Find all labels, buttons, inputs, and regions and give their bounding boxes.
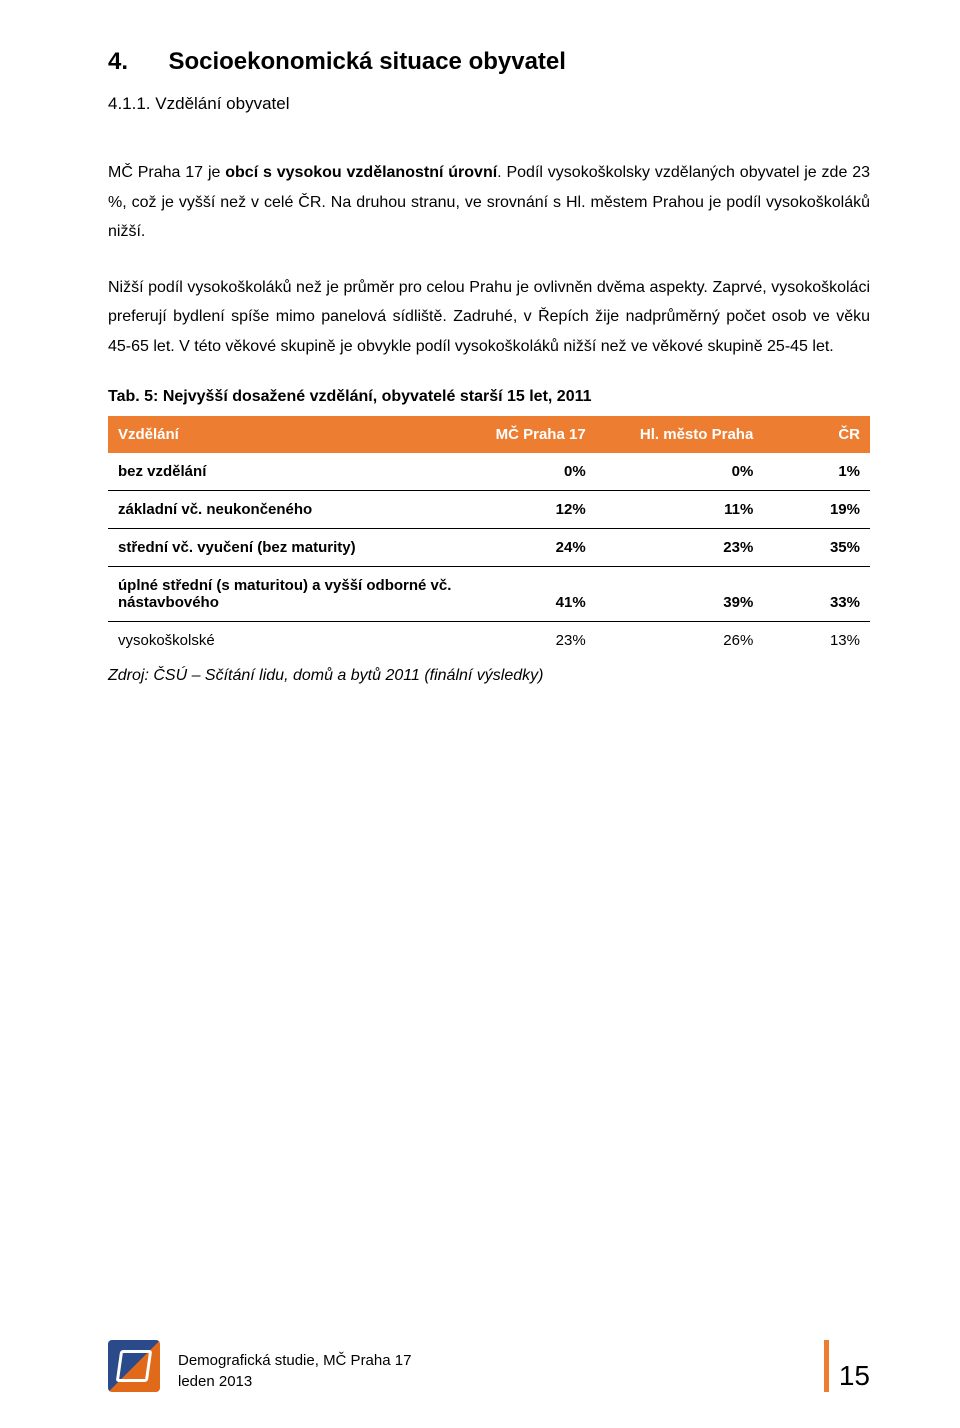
education-table: Vzdělání MČ Praha 17 Hl. město Praha ČR … [108,416,870,659]
table-source: Zdroj: ČSÚ – Sčítání lidu, domů a bytů 2… [108,667,870,685]
table-row: vysokoškolské 23% 26% 13% [108,621,870,659]
cell: 0% [466,453,596,491]
row-label: úplné střední (s maturitou) a vyšší odbo… [108,566,466,621]
paragraph-1: MČ Praha 17 je obcí s vysokou vzdělanost… [108,158,870,247]
footer-left: Demografická studie, MČ Praha 17 leden 2… [108,1340,411,1392]
paragraph-2: Nižší podíl vysokoškoláků než je průměr … [108,273,870,362]
logo-icon [108,1340,160,1392]
cell: 13% [763,621,870,659]
row-label: bez vzdělání [108,453,466,491]
cell: 12% [466,490,596,528]
footer-line2: leden 2013 [178,1371,411,1392]
cell: 26% [596,621,764,659]
row-label: střední vč. vyučení (bez maturity) [108,528,466,566]
cell: 0% [596,453,764,491]
table-row: bez vzdělání 0% 0% 1% [108,453,870,491]
subsection-number: 4.1.1. [108,94,151,113]
section-number: 4. [108,48,164,76]
col-header-cr: ČR [763,416,870,453]
table-row: střední vč. vyučení (bez maturity) 24% 2… [108,528,870,566]
col-header-praha: Hl. město Praha [596,416,764,453]
table-row: základní vč. neukončeného 12% 11% 19% [108,490,870,528]
subsection-heading: 4.1.1. Vzdělání obyvatel [108,94,870,114]
table-row: úplné střední (s maturitou) a vyšší odbo… [108,566,870,621]
row-label: základní vč. neukončeného [108,490,466,528]
subsection-title: Vzdělání obyvatel [155,94,289,113]
col-header-vzdelani: Vzdělání [108,416,466,453]
footer-line1: Demografická studie, MČ Praha 17 [178,1350,411,1371]
page-number: 15 [839,1360,870,1392]
cell: 23% [466,621,596,659]
cell: 19% [763,490,870,528]
cell: 41% [466,566,596,621]
cell: 39% [596,566,764,621]
accent-bar-icon [824,1340,829,1392]
cell: 24% [466,528,596,566]
section-heading: 4. Socioekonomická situace obyvatel [108,48,870,76]
page-footer: Demografická studie, MČ Praha 17 leden 2… [0,1340,960,1392]
cell: 33% [763,566,870,621]
cell: 11% [596,490,764,528]
footer-right: 15 [824,1340,870,1392]
row-label: vysokoškolské [108,621,466,659]
cell: 23% [596,528,764,566]
cell: 35% [763,528,870,566]
footer-text: Demografická studie, MČ Praha 17 leden 2… [178,1350,411,1392]
p1-bold: obcí s vysokou vzdělanostní úrovní [225,164,497,181]
table-caption: Tab. 5: Nejvyšší dosažené vzdělání, obyv… [108,388,870,406]
col-header-mc: MČ Praha 17 [466,416,596,453]
section-title: Socioekonomická situace obyvatel [168,48,566,76]
table-header-row: Vzdělání MČ Praha 17 Hl. město Praha ČR [108,416,870,453]
p1-lead: MČ Praha 17 je [108,164,225,181]
cell: 1% [763,453,870,491]
